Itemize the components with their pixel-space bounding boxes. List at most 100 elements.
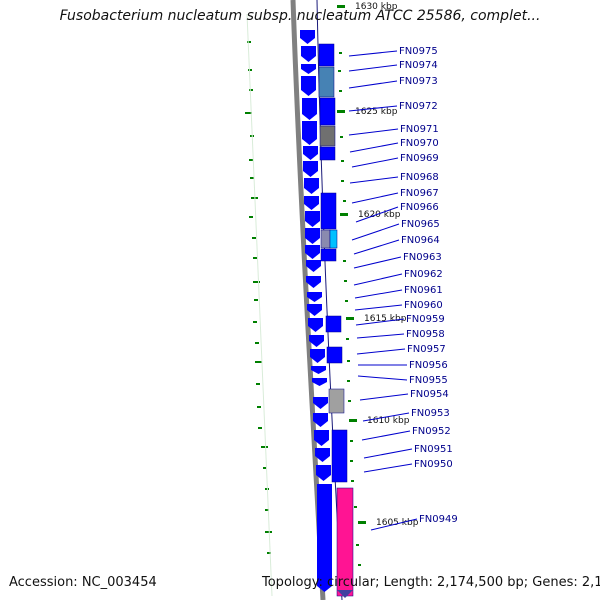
forward-gene-arrow [303, 146, 318, 160]
forward-gene-arrow [307, 304, 322, 316]
gene-label: FN0951 [414, 444, 453, 455]
minor-tick [344, 280, 347, 282]
outer-tick-mark [256, 383, 260, 385]
forward-gene-arrow [316, 465, 331, 481]
gene-label: FN0968 [400, 172, 439, 183]
gene-label-leader [355, 318, 405, 326]
gene-block [325, 315, 342, 333]
forward-gene-arrow [305, 245, 320, 259]
scale-tick [337, 110, 345, 113]
gene-label-leader [354, 304, 403, 311]
gene-label: FN0973 [399, 76, 438, 87]
scale-tick [346, 317, 354, 320]
gene-arrow-tip [337, 590, 353, 598]
minor-tick [341, 180, 344, 182]
outer-tick-mark [265, 531, 272, 533]
minor-tick [339, 90, 342, 92]
forward-gene-arrow [304, 196, 319, 210]
gene-label-leader [348, 64, 398, 72]
gene-label: FN0957 [407, 344, 446, 355]
forward-gene-arrow [306, 276, 321, 288]
outer-tick-mark [263, 467, 267, 469]
gene-label: FN0971 [400, 124, 439, 135]
outer-tick-mark [252, 237, 256, 239]
gene-label: FN0970 [400, 138, 439, 149]
gene-label: FN0953 [411, 408, 450, 419]
gene-label-leader [353, 239, 400, 255]
scale-tick-label: 1605 kbp [376, 518, 419, 528]
gene-label-leader [353, 256, 402, 269]
forward-gene-arrow [301, 46, 316, 62]
forward-gene-arrow [314, 430, 329, 446]
gene-label: FN0964 [401, 235, 440, 246]
forward-gene-arrow [302, 98, 317, 120]
forward-gene-arrow [307, 292, 322, 302]
minor-tick [343, 200, 346, 202]
forward-gene-arrow [308, 318, 323, 332]
gene-label: FN0955 [409, 375, 448, 386]
minor-tick [358, 564, 361, 566]
genome-summary: Topology: circular; Length: 2,174,500 bp… [262, 575, 600, 590]
gene-label: FN0949 [419, 514, 458, 525]
gene-label-leader [348, 50, 398, 57]
outer-tick-mark [249, 216, 253, 218]
minor-tick [347, 360, 350, 362]
scale-tick-label: 1630 kbp [355, 2, 398, 12]
gene-label-leader [362, 412, 410, 422]
minor-tick [347, 380, 350, 382]
gene-label-leader [349, 142, 399, 153]
scale-tick [340, 213, 348, 216]
gene-label-leader [351, 192, 399, 204]
minor-tick [350, 440, 353, 442]
gene-label: FN0956 [409, 360, 448, 371]
gene-block [320, 229, 331, 249]
gene-block [319, 125, 336, 147]
gene-label: FN0952 [412, 426, 451, 437]
outer-tick-mark [249, 159, 253, 161]
forward-gene-arrow [315, 448, 330, 462]
outer-tick-mark [265, 509, 269, 511]
forward-gene-arrow [310, 349, 325, 363]
gene-label-leader [361, 430, 411, 441]
outer-tick-mark [250, 177, 254, 179]
forward-gene-arrow [304, 178, 319, 194]
outer-tick-mark [247, 41, 251, 43]
gene-label-leader [355, 206, 399, 223]
gene-label-leader [354, 289, 403, 299]
forward-gene-arrow [312, 378, 327, 386]
scale-tick [337, 5, 345, 8]
outer-tick-mark [253, 257, 257, 259]
map-title: Fusobacterium nucleatum subsp. nucleatum… [59, 8, 541, 24]
outer-tick-mark [249, 89, 253, 91]
outer-tick-mark [254, 299, 258, 301]
forward-gene-arrow [302, 121, 317, 145]
outer-tick-mark [255, 361, 262, 363]
minor-tick [356, 544, 359, 546]
forward-gene-arrow [301, 76, 316, 96]
scale-tick [349, 419, 357, 422]
gene-label-leader [357, 375, 408, 381]
gene-label: FN0962 [404, 269, 443, 280]
scale-tick-label: 1620 kbp [358, 210, 401, 220]
gene-label-leader [363, 463, 413, 473]
gene-label: FN0969 [400, 153, 439, 164]
gene-block [329, 229, 338, 249]
gene-label: FN0960 [404, 300, 443, 311]
minor-tick [345, 300, 348, 302]
gene-label-leader [356, 348, 406, 355]
outer-tick-mark [248, 69, 252, 71]
forward-gene-arrow [305, 228, 320, 244]
forward-gene-arrow [305, 211, 320, 227]
gene-block [328, 388, 345, 414]
outer-ring [246, 13, 273, 597]
gene-block [319, 146, 336, 161]
outer-tick-mark [261, 446, 268, 448]
outer-tick-mark [253, 281, 260, 283]
forward-gene-arrow [313, 413, 328, 427]
outer-tick-mark [258, 427, 262, 429]
forward-gene-arrow [301, 64, 316, 74]
scale-tick-label: 1615 kbp [364, 314, 407, 324]
scale-tick [358, 521, 366, 524]
